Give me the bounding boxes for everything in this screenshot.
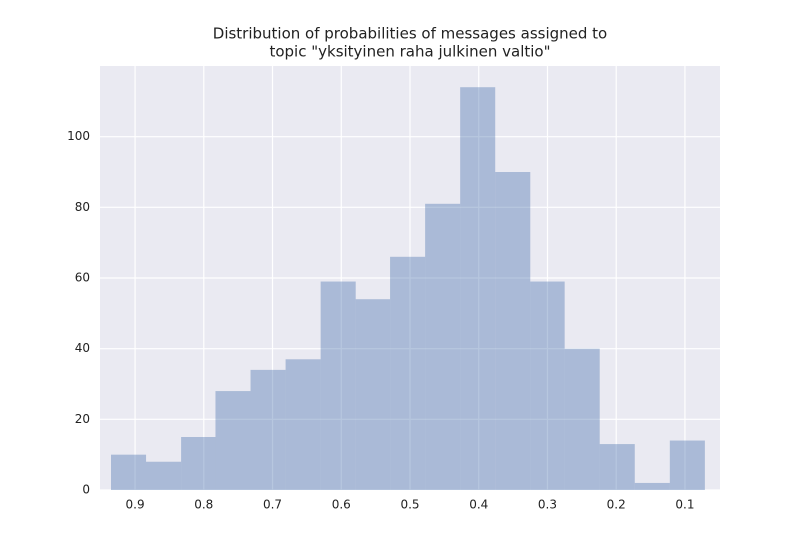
bar: [634, 482, 670, 490]
y-tick-label: 100: [67, 129, 90, 143]
chart-title: Distribution of probabilities of message…: [213, 25, 607, 43]
bar: [355, 299, 391, 490]
y-tick-label: 20: [75, 412, 90, 426]
bar: [564, 348, 600, 490]
y-tick-label: 60: [75, 271, 90, 285]
y-tick-label: 0: [82, 483, 90, 497]
y-tick-label: 80: [75, 200, 90, 214]
bar: [110, 454, 147, 490]
bar: [669, 440, 705, 490]
y-tick-label: 40: [75, 341, 90, 355]
bar: [390, 256, 426, 490]
x-tick-label: 0.7: [263, 498, 282, 512]
x-tick-label: 0.9: [126, 498, 145, 512]
bar: [215, 391, 251, 490]
bar: [181, 437, 216, 490]
bar: [599, 444, 635, 490]
bar: [495, 172, 531, 490]
x-tick-label: 0.8: [194, 498, 213, 512]
bar: [460, 87, 496, 490]
bar: [425, 203, 461, 491]
x-tick-label: 0.2: [607, 498, 626, 512]
x-tick-label: 0.4: [469, 498, 488, 512]
x-tick-label: 0.5: [400, 498, 419, 512]
bar: [285, 359, 321, 490]
bar: [146, 461, 182, 490]
bar: [530, 281, 565, 490]
x-tick-label: 0.1: [675, 498, 694, 512]
bar: [250, 369, 286, 490]
bar: [320, 281, 356, 490]
x-tick-label: 0.3: [538, 498, 557, 512]
chart-title: topic "yksityinen raha julkinen valtio": [269, 43, 550, 61]
x-tick-label: 0.6: [332, 498, 351, 512]
